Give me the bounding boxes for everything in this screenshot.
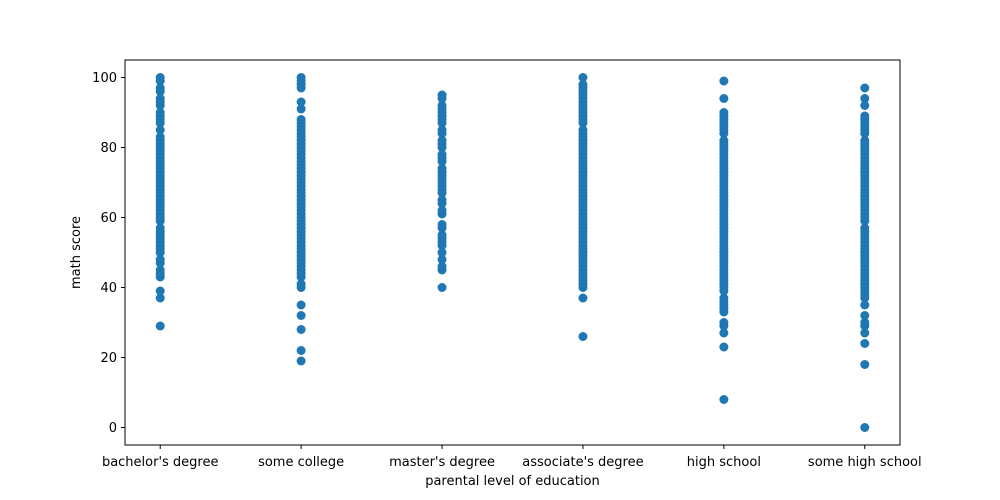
data-point <box>719 318 729 327</box>
data-point <box>437 262 447 271</box>
data-point <box>860 101 870 110</box>
data-point <box>719 76 729 86</box>
data-point <box>155 223 165 233</box>
y-tick-label: 20 <box>100 351 117 366</box>
data-point <box>860 339 870 348</box>
y-axis-label: math score <box>69 216 84 289</box>
data-point <box>437 125 447 135</box>
data-point <box>578 332 588 341</box>
x-axis: bachelor's degree some college master's de… <box>102 445 922 470</box>
x-tick-label: associate's degree <box>522 455 643 470</box>
data-point <box>437 150 447 159</box>
data-point <box>719 136 729 145</box>
data-point <box>296 325 306 334</box>
data-point <box>437 248 447 257</box>
data-point <box>437 164 447 173</box>
data-point <box>155 321 165 331</box>
y-tick-label: 80 <box>100 141 117 156</box>
data-point <box>860 300 870 310</box>
data-point <box>437 90 447 100</box>
data-point <box>155 286 165 296</box>
data-point <box>155 108 165 117</box>
data-point <box>860 360 870 369</box>
data-point <box>296 311 306 320</box>
data-point <box>437 101 447 110</box>
x-tick-label: bachelor's degree <box>102 455 219 470</box>
data-point <box>578 80 588 89</box>
data-point <box>155 125 165 135</box>
data-point <box>296 115 306 124</box>
data-point <box>296 356 306 366</box>
data-point <box>437 195 447 205</box>
data-point <box>860 83 870 93</box>
data-point <box>437 283 447 292</box>
data-point <box>860 223 870 233</box>
data-point <box>719 293 729 303</box>
data-point <box>296 97 306 107</box>
data-point <box>860 318 870 327</box>
x-tick-label: high school <box>687 455 761 470</box>
y-tick-label: 60 <box>100 211 117 226</box>
y-tick-label: 100 <box>92 71 117 86</box>
data-point <box>296 279 306 289</box>
data-point <box>860 136 870 145</box>
data-point <box>860 423 870 432</box>
data-point <box>296 73 306 82</box>
data-point <box>719 342 729 352</box>
data-point <box>155 255 165 264</box>
data-point <box>860 311 870 320</box>
data-point <box>719 108 729 117</box>
plot-frame <box>124 59 901 446</box>
data-point <box>437 230 447 240</box>
y-tick-label: 0 <box>109 421 117 436</box>
data-point <box>719 328 729 338</box>
x-tick-label: some college <box>258 455 344 470</box>
data-point <box>155 293 165 303</box>
data-point <box>719 395 729 404</box>
data-points <box>155 73 870 432</box>
data-point <box>860 94 870 103</box>
y-tick-label: 40 <box>100 281 117 296</box>
data-point <box>860 328 870 338</box>
data-point <box>155 94 165 103</box>
x-tick-label: some high school <box>808 455 922 470</box>
data-point <box>155 132 165 142</box>
data-point <box>578 125 588 135</box>
data-point <box>437 220 447 229</box>
data-point <box>296 300 306 310</box>
data-point <box>437 206 447 215</box>
data-point <box>296 104 306 114</box>
data-point <box>437 255 447 264</box>
data-point <box>578 73 588 82</box>
data-point <box>578 293 588 303</box>
y-axis: 0 20 40 60 80 100 <box>92 71 125 436</box>
data-point <box>155 73 165 82</box>
data-point <box>155 83 165 93</box>
data-point <box>155 265 165 275</box>
data-point <box>719 94 729 103</box>
x-axis-label: parental level of education <box>425 474 600 489</box>
x-tick-label: master's degree <box>389 455 495 470</box>
data-point <box>296 346 306 355</box>
data-point <box>860 111 870 121</box>
data-point <box>437 136 447 145</box>
